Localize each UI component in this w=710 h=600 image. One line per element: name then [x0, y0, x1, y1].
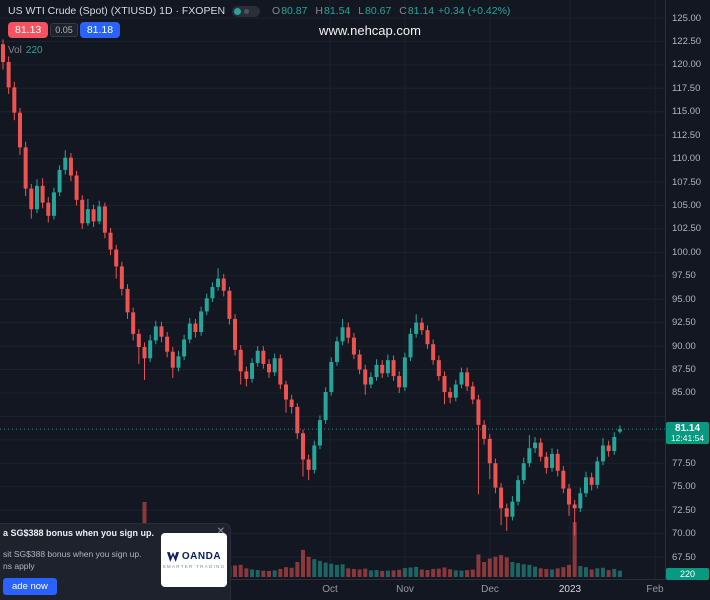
watermark: www.nehcap.com	[319, 23, 421, 38]
volume-label: Vol	[8, 45, 22, 56]
price-tick: 105.00	[672, 199, 702, 211]
ad-banner: a SG$388 bonus when you sign up. ✕ sit S…	[0, 524, 230, 600]
time-tick: Feb	[646, 584, 664, 595]
buy-button[interactable]: 81.18	[79, 22, 121, 38]
series-visibility-toggle[interactable]	[232, 5, 261, 17]
price-tick: 67.50	[672, 551, 696, 563]
toggle-on-dot	[234, 7, 242, 15]
sell-button[interactable]: 81.13	[8, 22, 49, 38]
price-tick: 107.50	[672, 176, 702, 188]
last-price-tag: 81.14 12:41:54	[666, 422, 709, 445]
oanda-mark-icon	[166, 551, 179, 562]
price-tick: 117.50	[672, 82, 701, 94]
close-label: C	[399, 5, 407, 17]
symbol-title[interactable]: US WTI Crude (Spot) (XTIUSD) 1D · FXOPEN	[8, 5, 226, 17]
open-label: O	[272, 5, 281, 17]
open-value: 80.87	[281, 5, 308, 17]
ad-cta-button[interactable]: ade now	[3, 578, 57, 595]
price-tick: 72.50	[672, 504, 696, 516]
time-tick: Oct	[322, 584, 338, 595]
ad-terms: ns apply	[3, 561, 35, 571]
price-tick: 77.50	[672, 457, 696, 469]
change-value: +0.34 (+0.42%)	[438, 5, 511, 17]
price-tick: 75.00	[672, 481, 696, 493]
low-value: 80.67	[365, 5, 392, 17]
last-price-value: 81.14	[674, 423, 701, 435]
chart-legend: US WTI Crude (Spot) (XTIUSD) 1D · FXOPEN…	[8, 5, 510, 17]
price-tick: 110.00	[672, 153, 701, 165]
price-tick: 125.00	[672, 12, 702, 24]
trade-buttons: 81.13 0.05 81.18	[8, 22, 121, 38]
price-tick: 112.50	[672, 129, 701, 141]
oanda-logo-row: OANDA	[166, 551, 222, 562]
close-icon[interactable]: ✕	[216, 526, 225, 537]
time-tick: 2023	[558, 584, 582, 595]
price-tick: 90.00	[672, 340, 696, 352]
time-tick: Nov	[396, 584, 414, 595]
close-value: 81.14	[407, 5, 435, 17]
price-tick: 87.50	[672, 364, 696, 376]
high-label: H	[315, 5, 323, 17]
high-value: 81.54	[324, 5, 351, 17]
spread-value: 0.05	[50, 23, 78, 37]
oanda-brand-name: OANDA	[181, 551, 222, 562]
price-tick: 92.50	[672, 317, 696, 329]
ohlc-readout: O80.87 H81.54 L80.67 C81.14 +0.34 (+0.42…	[267, 5, 510, 17]
toggle-off-dot	[244, 8, 250, 14]
price-tick: 100.00	[672, 246, 702, 258]
price-tick: 120.00	[672, 59, 702, 71]
volume-axis-tag: 220	[666, 568, 709, 580]
oanda-logo-card[interactable]: OANDA SMARTER TRADING	[161, 533, 227, 587]
price-tick: 70.00	[672, 528, 696, 540]
price-tick: 102.50	[672, 223, 702, 235]
oanda-tagline: SMARTER TRADING	[162, 564, 226, 569]
bar-countdown: 12:41:54	[670, 433, 705, 444]
low-label: L	[358, 5, 365, 17]
price-tick: 97.50	[672, 270, 696, 282]
volume-legend: Vol 220	[8, 45, 43, 56]
price-tick: 115.00	[672, 106, 701, 118]
time-tick: Dec	[481, 584, 499, 595]
ad-headline: a SG$388 bonus when you sign up.	[3, 528, 155, 538]
price-tick: 95.00	[672, 293, 696, 305]
price-axis[interactable]: 81.14 12:41:54 220 125.00 122.50 120.00 117…	[665, 0, 710, 580]
ad-body: sit SG$388 bonus when you sign up.	[3, 549, 142, 559]
volume-value: 220	[25, 45, 43, 56]
price-tick: 85.00	[672, 387, 696, 399]
price-tick: 122.50	[672, 35, 702, 47]
